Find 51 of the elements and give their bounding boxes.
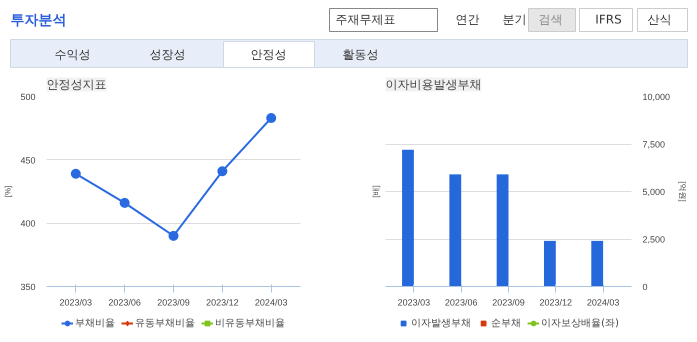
x-tick-label: 2024/03 xyxy=(586,298,620,308)
y2-tick-label: 5,000 xyxy=(642,187,666,197)
legend-label: 유동부채비율 xyxy=(135,317,195,330)
y-axis-title: [%] xyxy=(3,186,12,198)
chart-title: 안정성지표 xyxy=(46,78,106,92)
legend-label: 비유동부채비율 xyxy=(215,317,285,330)
bar xyxy=(449,174,462,286)
point xyxy=(266,113,276,124)
y2-tick-label: 7,500 xyxy=(642,140,666,150)
text: 안정성 xyxy=(250,48,286,62)
y-axis-title: [배] xyxy=(372,185,380,198)
y-tick-label: 500 xyxy=(20,92,36,102)
text: 성장성 xyxy=(150,48,186,62)
x-tick-label: 2023/03 xyxy=(398,298,430,308)
point xyxy=(168,230,178,241)
legend-label: 이자보상배율(좌) xyxy=(541,317,619,330)
legend-label: 이자발생부채 xyxy=(411,317,472,330)
point xyxy=(217,166,228,176)
y-tick-label: 350 xyxy=(20,282,36,292)
legend-label: 순부채 xyxy=(491,317,522,330)
text: 산식 xyxy=(648,12,672,26)
bar xyxy=(402,150,414,286)
x-tick-label: 2023/12 xyxy=(206,298,239,308)
point xyxy=(120,198,130,208)
x-tick-label: 2023/06 xyxy=(444,298,478,308)
y-tick-label: 400 xyxy=(20,218,36,229)
chart-title: 이자비용발생부채 xyxy=(386,78,482,92)
text: IFRS xyxy=(595,12,622,26)
text: 분기 xyxy=(502,12,526,26)
x-tick-label: 2023/06 xyxy=(108,298,141,308)
y2-tick-label: 0 xyxy=(642,282,648,292)
x-tick-label: 2023/12 xyxy=(540,298,572,308)
text: 활동성 xyxy=(342,48,378,62)
bar xyxy=(496,174,508,286)
text: 투자분석 xyxy=(10,12,66,28)
text: 주재무제표 xyxy=(336,12,396,26)
x-tick-label: 2023/09 xyxy=(157,298,190,308)
y-tick-label: 450 xyxy=(20,155,36,166)
y2-tick-label: 10,000 xyxy=(642,92,670,102)
text: 수익성 xyxy=(54,48,90,62)
y2-axis-title: [억원] xyxy=(678,181,688,202)
x-tick-label: 2024/03 xyxy=(254,298,288,308)
x-tick-label: 2023/09 xyxy=(492,298,525,308)
x-tick-label: 2023/03 xyxy=(60,298,92,308)
text: 검색 xyxy=(538,12,562,26)
bar xyxy=(544,240,556,286)
text: 연간 xyxy=(456,12,480,26)
bar xyxy=(591,240,604,286)
y2-tick-label: 2,500 xyxy=(642,234,666,244)
legend-label: 부채비율 xyxy=(75,317,115,330)
point xyxy=(70,168,81,179)
